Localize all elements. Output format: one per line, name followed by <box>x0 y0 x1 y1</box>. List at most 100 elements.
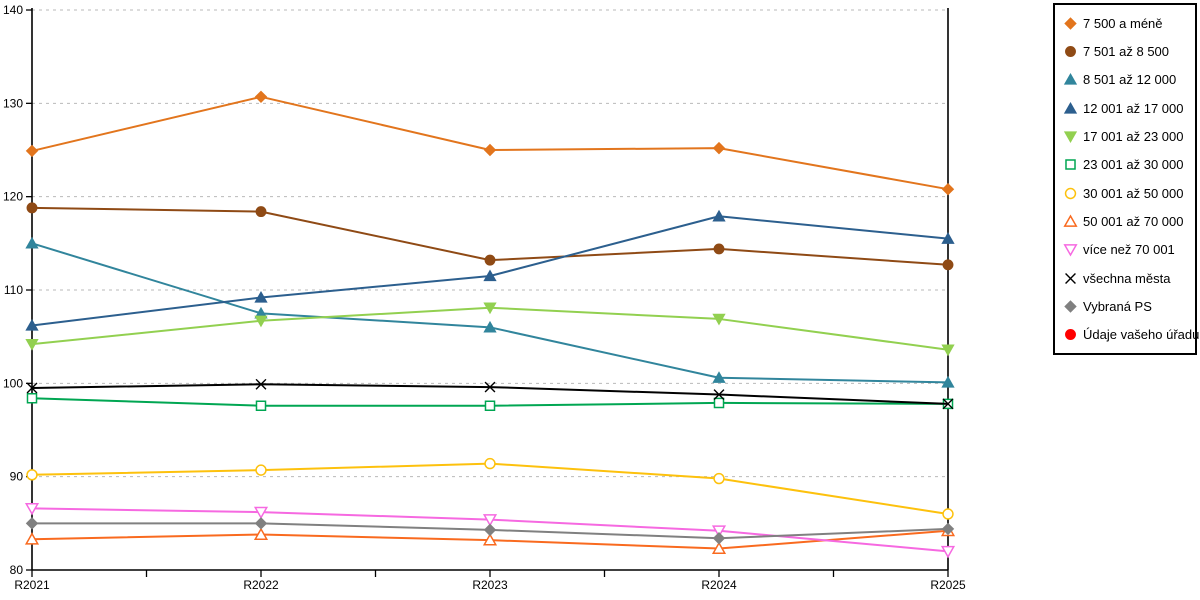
triangle-down-marker-icon <box>24 502 40 516</box>
square-marker-icon <box>713 397 725 409</box>
legend-label: Vybraná PS <box>1083 298 1152 314</box>
legend-item: 50 001 až 70 000 <box>1063 214 1193 229</box>
square-marker-icon <box>26 393 38 404</box>
legend-label: 12 001 až 17 000 <box>1083 100 1184 116</box>
series-8 <box>24 502 956 559</box>
triangle-up-marker-icon <box>254 290 268 303</box>
square-marker-icon <box>484 400 496 411</box>
circle-marker-icon <box>1065 46 1076 57</box>
legend-label: 23 001 až 30 000 <box>1083 157 1184 173</box>
y-tick-label: 90 <box>10 470 24 484</box>
circle-marker-icon <box>484 254 496 266</box>
y-tick-label: 80 <box>10 563 24 577</box>
x-marker-icon <box>1065 272 1076 284</box>
triangle-up-marker-icon <box>483 269 497 282</box>
y-tick-label: 120 <box>3 190 23 204</box>
circle-marker-icon <box>26 202 38 214</box>
circle-marker-icon <box>1065 329 1076 341</box>
circle-marker-icon <box>255 464 267 476</box>
triangle-up-icon <box>1063 73 1078 85</box>
series-5 <box>26 393 954 411</box>
triangle-up-marker-icon <box>712 209 726 222</box>
legend-item: všechna města <box>1063 271 1193 286</box>
series-3 <box>25 209 955 331</box>
series-6 <box>26 457 954 520</box>
diamond-marker-icon <box>25 144 39 158</box>
legend-item: Vybraná PS <box>1063 299 1193 314</box>
triangle-down-marker-icon <box>253 506 269 520</box>
triangle-up-marker-icon <box>253 527 269 540</box>
legend-label: 7 501 až 8 500 <box>1083 43 1170 59</box>
diamond-marker-icon <box>25 517 39 530</box>
legend-label: 50 001 až 70 000 <box>1083 213 1184 229</box>
square-icon <box>1065 159 1076 171</box>
legend-label: všechna města <box>1083 270 1171 286</box>
legend-label: 7 500 a méně <box>1083 15 1163 31</box>
diamond-marker-icon <box>712 141 726 155</box>
square-marker-icon <box>255 400 267 411</box>
legend-item: 30 001 až 50 000 <box>1063 186 1193 201</box>
series-9 <box>26 378 954 410</box>
x-marker-icon <box>26 382 38 394</box>
triangle-down-marker-icon <box>482 514 498 527</box>
x-marker-icon <box>255 378 267 390</box>
legend-label: 30 001 až 50 000 <box>1083 185 1184 201</box>
x-marker-icon <box>484 381 496 393</box>
triangle-down-icon <box>1063 244 1078 257</box>
diamond-icon <box>1064 16 1077 30</box>
series-4 <box>25 302 955 357</box>
triangle-up-marker-icon <box>711 541 727 554</box>
series-line <box>31 462 949 515</box>
circle-marker-icon <box>713 243 725 255</box>
diamond-marker-icon <box>941 182 955 196</box>
circle-marker-icon <box>1064 187 1077 199</box>
legend-item: 12 001 až 17 000 <box>1063 101 1193 116</box>
circle-marker-icon <box>255 206 267 218</box>
diamond-marker-icon <box>1064 16 1077 30</box>
series-10 <box>25 517 955 545</box>
legend-item: více než 70 001 <box>1063 242 1193 257</box>
circle-marker-icon <box>484 457 496 470</box>
diamond-marker-icon <box>1064 300 1077 313</box>
triangle-down-marker-icon <box>1063 244 1078 257</box>
legend-item: 7 500 a méně <box>1063 16 1193 31</box>
circle-marker-icon <box>26 469 38 481</box>
series-1 <box>26 202 954 271</box>
x-icon <box>1065 272 1076 284</box>
triangle-up-icon <box>1063 214 1078 227</box>
triangle-down-marker-icon <box>940 545 956 559</box>
diamond-marker-icon <box>483 143 497 157</box>
circle-icon <box>1065 46 1076 57</box>
triangle-up-marker-icon <box>482 533 498 546</box>
y-tick-label: 110 <box>4 283 23 297</box>
triangle-down-marker-icon <box>1063 131 1078 143</box>
legend-label: více než 70 001 <box>1083 242 1175 258</box>
legend-label: Údaje vašeho úřadu <box>1083 327 1200 343</box>
triangle-up-marker-icon <box>941 375 955 388</box>
circle-icon <box>1065 329 1076 341</box>
legend-item: 7 501 až 8 500 <box>1063 44 1193 59</box>
triangle-up-marker-icon <box>712 371 726 383</box>
circle-marker-icon <box>713 472 725 485</box>
triangle-down-marker-icon <box>941 344 955 357</box>
legend-item: 23 001 až 30 000 <box>1063 157 1193 172</box>
x-tick-label: R2025 <box>930 578 966 592</box>
y-tick-label: 100 <box>3 376 23 390</box>
chart-legend: 7 500 a méně 7 501 až 8 500 8 501 až 12 00… <box>1053 3 1200 355</box>
y-tick-label: 140 <box>3 3 23 17</box>
triangle-up-marker-icon <box>25 236 39 249</box>
triangle-down-marker-icon <box>712 313 726 326</box>
triangle-up-marker-icon <box>1063 73 1078 85</box>
circle-marker-icon <box>942 508 954 520</box>
diamond-marker-icon <box>941 522 955 536</box>
diamond-marker-icon <box>254 517 268 530</box>
x-tick-label: R2024 <box>701 578 737 592</box>
y-tick-label: 130 <box>3 96 23 110</box>
diamond-icon <box>1064 300 1077 313</box>
x-tick-label: R2022 <box>243 578 279 592</box>
series-line <box>31 95 949 191</box>
x-tick-label: R2021 <box>14 578 50 592</box>
legend-item: 17 001 až 23 000 <box>1063 129 1193 144</box>
triangle-down-icon <box>1063 131 1078 143</box>
